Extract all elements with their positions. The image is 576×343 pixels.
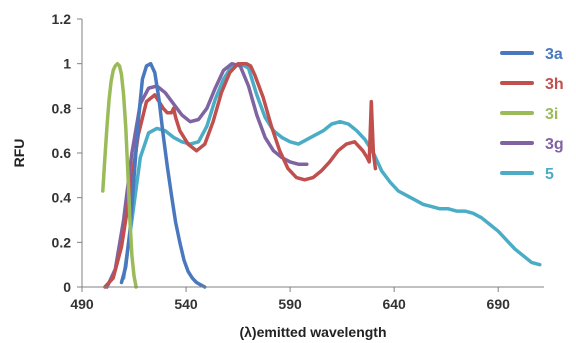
x-tick-label: 490 — [70, 296, 94, 312]
y-tick-label: 0.6 — [52, 145, 72, 161]
y-tick-label: 0.2 — [52, 234, 72, 250]
x-tick-label: 640 — [382, 296, 406, 312]
legend: 3a 3h 3i 3g 5 — [500, 46, 564, 183]
y-tick-label: 1 — [63, 56, 71, 72]
y-tick-label: 0 — [63, 279, 71, 295]
x-axis-ticks: 490 540 590 640 690 — [70, 287, 510, 312]
legend-label-3h: 3h — [545, 76, 564, 93]
legend-label-5: 5 — [545, 166, 554, 183]
series-line-3i — [101, 61, 138, 289]
x-axis-title: (λ)emitted wavelength — [239, 324, 386, 340]
y-tick-label: 1.2 — [52, 11, 72, 27]
x-tick-label: 590 — [278, 296, 302, 312]
legend-label-3g: 3g — [545, 136, 564, 153]
series-line-5 — [121, 61, 542, 280]
series-line-3a — [119, 61, 207, 289]
y-tick-label: 0.4 — [52, 190, 72, 206]
legend-label-3a: 3a — [545, 46, 563, 63]
y-axis-ticks: 0 0.2 0.4 0.6 0.8 1 1.2 — [52, 11, 82, 295]
x-tick-label: 690 — [487, 296, 511, 312]
plot-lines — [101, 61, 542, 289]
y-tick-label: 0.8 — [52, 100, 72, 116]
legend-label-3i: 3i — [545, 106, 558, 123]
y-axis-title: RFU — [11, 139, 27, 168]
x-tick-label: 540 — [174, 296, 198, 312]
